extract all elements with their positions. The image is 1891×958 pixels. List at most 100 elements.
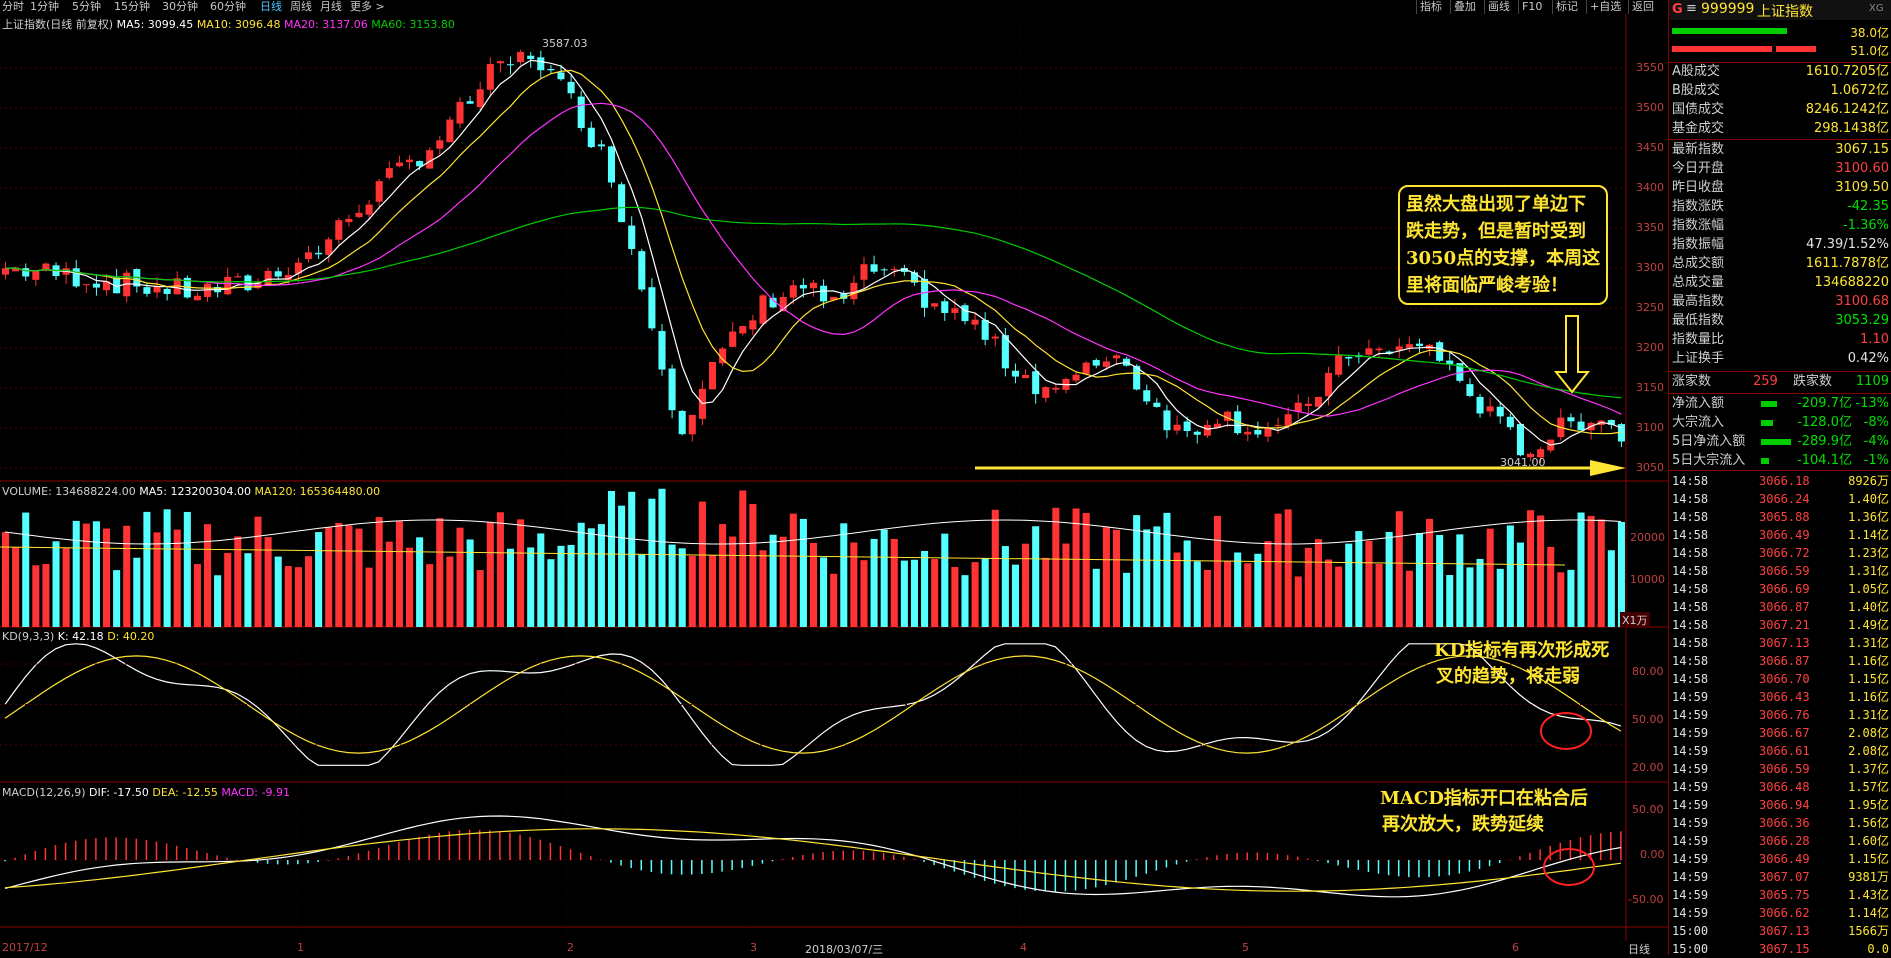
kd-axis-80: 80.00 xyxy=(1632,665,1664,678)
candle-body xyxy=(870,264,878,272)
volume-bar xyxy=(557,545,565,627)
tf-daily[interactable]: 日线 xyxy=(260,0,282,13)
back-button[interactable]: 返回 xyxy=(1628,0,1657,14)
down-count-value: 1109 xyxy=(1855,374,1889,389)
main-info-label: 上证指数(日线 前复权) xyxy=(2,18,114,31)
tick-price: 3066.76 xyxy=(1759,708,1810,722)
volume-bar xyxy=(254,516,262,627)
candle-body xyxy=(840,293,848,299)
candle-body xyxy=(1173,424,1181,431)
stat-value: 8246.1242亿 xyxy=(1805,102,1889,117)
volume-bar xyxy=(325,527,333,627)
tf-5min[interactable]: 5分钟 xyxy=(72,0,101,13)
price-axis-tick: 3500 xyxy=(1636,101,1664,114)
candle-body xyxy=(708,362,717,390)
tick-volume: 1.56亿 xyxy=(1848,816,1889,830)
candle-body xyxy=(486,63,494,90)
volume-bar xyxy=(12,546,20,627)
draw-line-button[interactable]: 画线 xyxy=(1484,0,1513,14)
volume-bar xyxy=(517,519,525,627)
tick-price: 3066.18 xyxy=(1759,474,1810,488)
volume-bar xyxy=(1567,569,1575,627)
candle-body xyxy=(517,51,525,63)
candle-body xyxy=(1577,421,1585,431)
tf-fenshi[interactable]: 分时 xyxy=(2,0,24,13)
candle-body xyxy=(436,140,444,149)
volume-bar xyxy=(638,554,646,627)
price-axis-tick: 3250 xyxy=(1636,301,1664,314)
macd-dea-line xyxy=(4,828,1621,892)
volume-bar xyxy=(1052,507,1060,627)
stat-value: 3100.68 xyxy=(1835,294,1889,309)
f10-button[interactable]: F10 xyxy=(1518,0,1545,14)
volume-bar xyxy=(658,488,666,627)
add-watchlist-button[interactable]: +自选 xyxy=(1586,0,1624,14)
menu-icon[interactable]: ≡ xyxy=(1686,1,1697,16)
annotation-kd: KD指标有再次形成死 叉的趋势，将走弱 xyxy=(1434,638,1609,690)
tick-time: 14:58 xyxy=(1672,582,1709,596)
tf-60min[interactable]: 60分钟 xyxy=(210,0,246,13)
tick-price: 3066.43 xyxy=(1759,690,1810,704)
tf-more[interactable]: 更多 > xyxy=(350,0,385,13)
candle-body xyxy=(1395,346,1403,351)
candle-body xyxy=(547,68,555,71)
tick-volume: 1.31亿 xyxy=(1848,564,1889,578)
candle-body xyxy=(92,283,100,288)
kline-chart[interactable] xyxy=(0,14,1668,955)
tf-15min[interactable]: 15分钟 xyxy=(114,0,150,13)
price-axis-tick: 3300 xyxy=(1636,261,1664,274)
candle-body xyxy=(799,284,807,289)
mark-button[interactable]: 标记 xyxy=(1552,0,1581,14)
support-arrow xyxy=(1590,460,1626,476)
volume-bar xyxy=(1234,552,1242,627)
candle-body xyxy=(1163,410,1171,431)
indicator-button[interactable]: 指标 xyxy=(1416,0,1445,14)
macd-info-row: MACD(12,26,9) DIF: -17.50 DEA: -12.55 MA… xyxy=(2,786,290,799)
volume-bar xyxy=(759,550,767,627)
tick-volume: 1.15亿 xyxy=(1848,852,1889,866)
candle-body xyxy=(749,320,757,330)
volume-bar xyxy=(294,567,302,627)
volume-bar xyxy=(1304,547,1312,627)
tf-monthly[interactable]: 月线 xyxy=(320,0,342,13)
tick-time: 14:58 xyxy=(1672,636,1709,650)
macd-axis-neg50: -50.00 xyxy=(1628,893,1664,906)
tick-row: 14:59 3066.61 2.08亿 xyxy=(1669,742,1891,760)
volume-bar xyxy=(1203,569,1211,627)
volume-bar xyxy=(1143,529,1151,627)
candle-body xyxy=(719,348,727,364)
volume-bar xyxy=(698,501,706,627)
tick-time: 14:59 xyxy=(1672,852,1709,866)
overlay-button[interactable]: 叠加 xyxy=(1450,0,1479,14)
index-stat-row: 昨日收盘 3109.50 xyxy=(1669,179,1891,197)
candle-body xyxy=(82,284,90,286)
tick-row: 14:58 3066.49 1.14亿 xyxy=(1669,526,1891,544)
volume-bar xyxy=(1385,531,1393,627)
vol-ma5-line xyxy=(4,519,1621,545)
tick-time: 14:58 xyxy=(1672,474,1709,488)
tick-row: 14:58 3065.88 1.36亿 xyxy=(1669,508,1891,526)
candle-body xyxy=(22,268,30,277)
candle-body xyxy=(355,212,363,217)
volume-bar xyxy=(1254,553,1262,627)
volume-bar xyxy=(1426,518,1434,627)
date-apr: 4 xyxy=(1020,941,1027,954)
candle-body xyxy=(395,162,403,167)
volume-bar xyxy=(123,525,131,627)
volume-bar xyxy=(1072,508,1080,627)
low-price-label: 3041.00 xyxy=(1500,456,1546,469)
tick-volume: 1.15亿 xyxy=(1848,672,1889,686)
tf-30min[interactable]: 30分钟 xyxy=(162,0,198,13)
candle-body xyxy=(860,264,868,280)
tick-time: 14:58 xyxy=(1672,546,1709,560)
tf-weekly[interactable]: 周线 xyxy=(290,0,312,13)
price-axis-tick: 3400 xyxy=(1636,181,1664,194)
volume-bar xyxy=(1365,540,1373,627)
volume-bar xyxy=(163,509,171,627)
annotation-box-line-2: 跌走势，但是暂时受到 xyxy=(1406,221,1586,242)
tf-1min[interactable]: 1分钟 xyxy=(30,0,59,13)
tick-price: 3067.21 xyxy=(1759,618,1810,632)
volume-bar xyxy=(890,538,898,627)
kd-highlight-circle xyxy=(1540,712,1592,750)
volume-bar xyxy=(1375,563,1383,627)
